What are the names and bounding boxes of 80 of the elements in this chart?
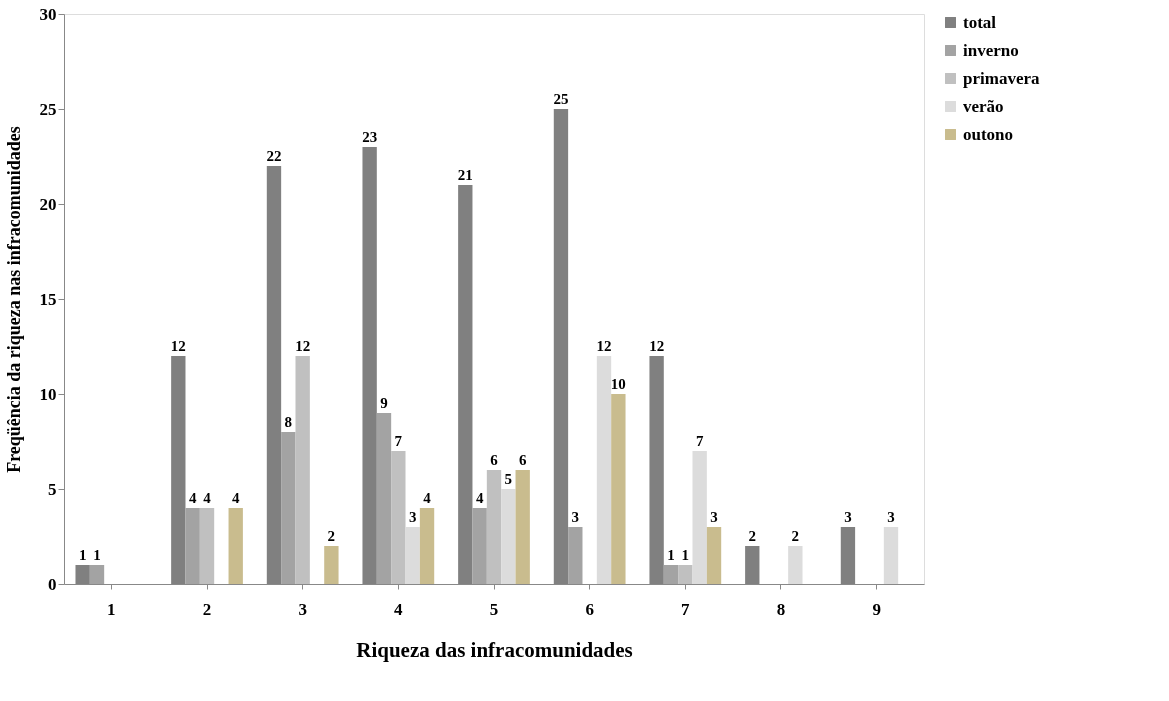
data-label: 2 <box>748 528 757 544</box>
x-tick-label: 3 <box>298 599 307 619</box>
data-label: 6 <box>518 452 527 468</box>
bar <box>405 527 420 584</box>
legend-label: primavera <box>963 68 1040 88</box>
data-label: 22 <box>266 148 282 164</box>
data-label: 1 <box>78 547 87 563</box>
x-tick-label: 7 <box>681 599 691 619</box>
data-label: 3 <box>844 509 852 525</box>
bar <box>663 565 679 584</box>
bar <box>611 394 626 584</box>
bar <box>568 527 583 584</box>
data-label: 12 <box>596 338 612 354</box>
x-tick-label: 8 <box>776 599 786 619</box>
data-label: 1 <box>93 547 101 563</box>
bar <box>501 489 516 584</box>
data-label: 4 <box>231 490 240 506</box>
data-label: 6 <box>490 452 499 468</box>
data-label: 12 <box>295 338 311 354</box>
y-tick-label: 30 <box>39 4 57 24</box>
x-tick-label: 9 <box>872 599 881 619</box>
x-tick-label: 5 <box>489 599 499 619</box>
bar <box>678 565 693 584</box>
bar <box>228 508 243 584</box>
bar <box>486 470 502 584</box>
data-label: 1 <box>681 547 690 563</box>
bar <box>706 527 722 584</box>
bar <box>596 356 612 584</box>
x-tick-label: 4 <box>394 599 404 619</box>
data-label: 12 <box>649 338 665 354</box>
x-axis-title: Riqueza das infracomunidades <box>356 637 633 662</box>
bar <box>281 432 296 584</box>
data-label: 4 <box>475 490 484 506</box>
legend-label: inverno <box>963 40 1019 60</box>
data-label: 25 <box>553 91 569 107</box>
y-tick-label: 25 <box>39 99 57 119</box>
bar <box>883 527 899 584</box>
bar <box>89 565 105 584</box>
data-label: 21 <box>457 167 473 183</box>
data-label: 5 <box>504 471 513 487</box>
bar <box>391 451 406 584</box>
bar <box>692 451 707 584</box>
x-tick-label: 6 <box>585 599 594 619</box>
legend-label: total <box>963 12 997 32</box>
data-label: 9 <box>380 395 388 411</box>
y-tick-label: 15 <box>39 289 57 309</box>
data-label: 3 <box>887 509 895 525</box>
bar <box>199 508 215 584</box>
y-axis-title: Freqüência da riqueza nas infracomunidades <box>3 126 24 473</box>
bar <box>185 508 200 584</box>
data-label: 4 <box>203 490 212 506</box>
bar <box>324 546 339 584</box>
data-label: 23 <box>362 129 378 145</box>
data-label: 10 <box>610 376 626 392</box>
x-tick-label: 2 <box>202 599 212 619</box>
data-label: 3 <box>571 509 580 525</box>
data-label: 12 <box>170 338 186 354</box>
y-tick-label: 0 <box>48 574 57 594</box>
data-label: 7 <box>695 433 704 449</box>
legend-label: outono <box>963 124 1014 144</box>
bar <box>376 413 392 584</box>
bar <box>419 508 435 584</box>
data-label: 1 <box>667 547 675 563</box>
bar <box>295 356 310 584</box>
bar <box>472 508 487 584</box>
data-label: 7 <box>394 433 403 449</box>
y-tick-label: 10 <box>39 384 57 404</box>
y-tick-label: 20 <box>39 194 57 214</box>
data-label: 3 <box>710 509 718 525</box>
data-label: 8 <box>284 414 293 430</box>
x-tick-label: 1 <box>107 599 116 619</box>
data-label: 2 <box>327 528 336 544</box>
legend-label: verão <box>963 96 1004 116</box>
bar <box>515 470 530 584</box>
y-tick-label: 5 <box>48 479 57 499</box>
data-label: 4 <box>423 490 432 506</box>
data-label: 4 <box>188 490 197 506</box>
bar <box>788 546 803 584</box>
data-label: 2 <box>791 528 800 544</box>
data-label: 3 <box>408 509 417 525</box>
